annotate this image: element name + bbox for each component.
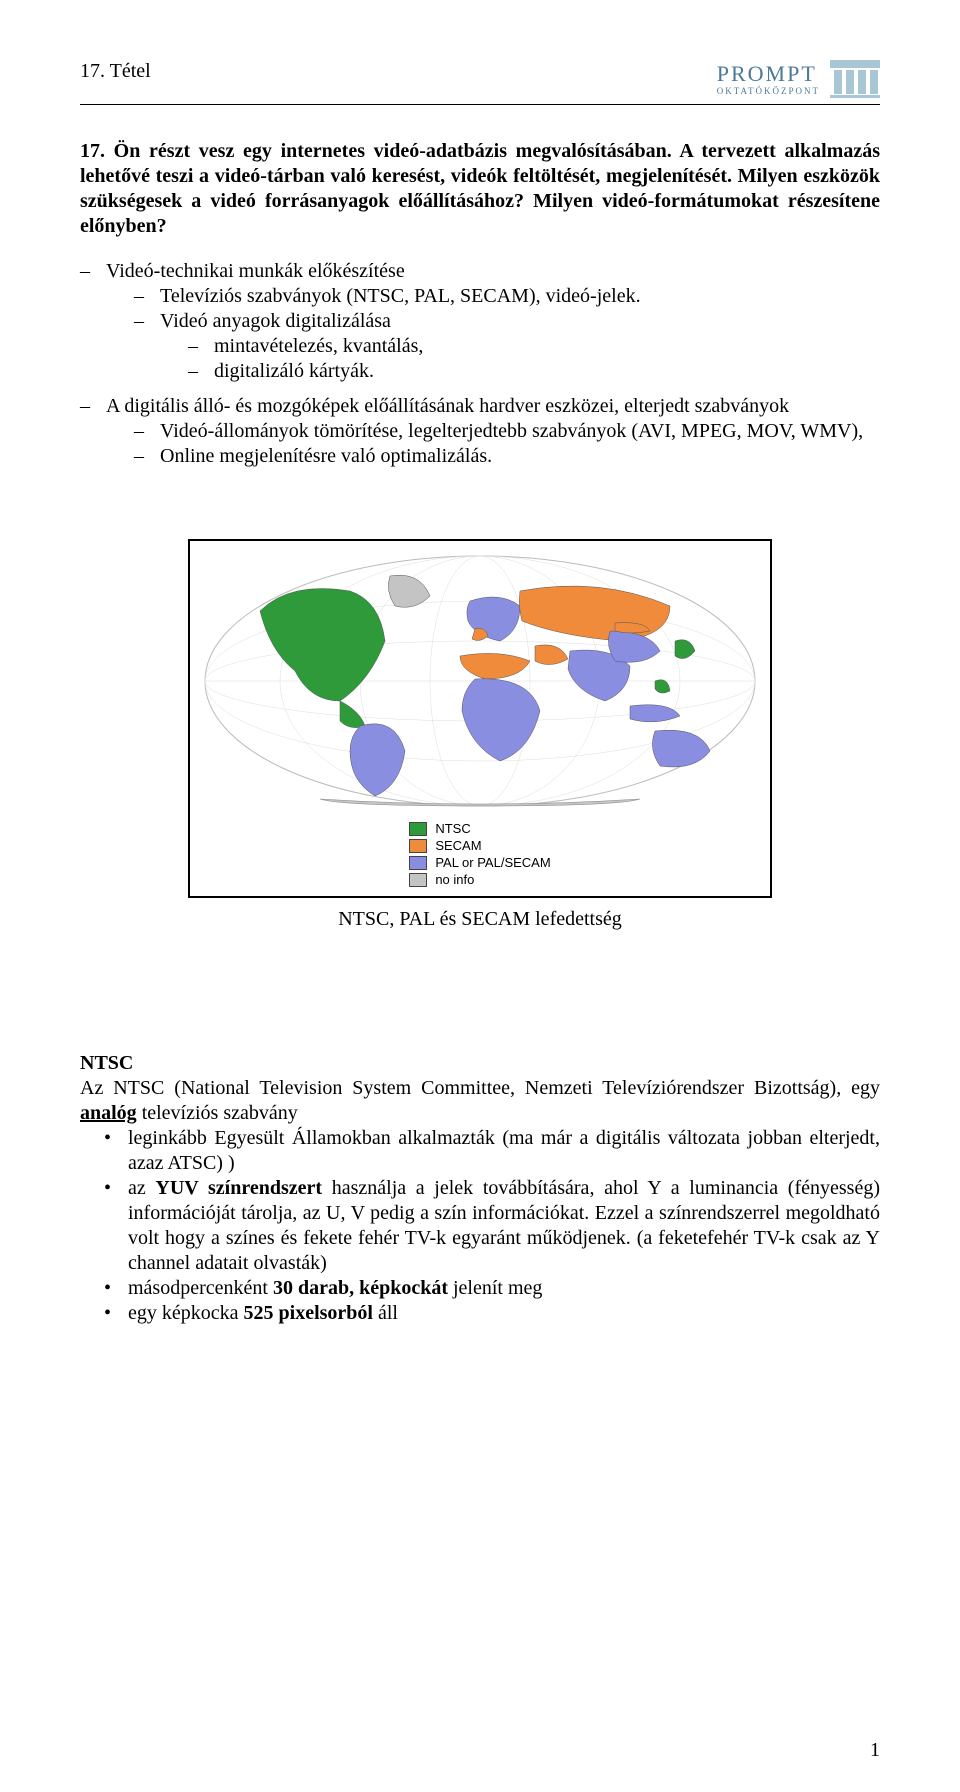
- header-title: 17. Tétel: [80, 60, 151, 83]
- outline-text: A digitális álló- és mozgóképek előállít…: [106, 395, 789, 417]
- page-header: 17. Tétel PROMPT OKTATÓKÖZPONT: [80, 60, 880, 105]
- bullet-item: másodpercenként 30 darab, képkockát jele…: [80, 1276, 880, 1301]
- task-heading: 17. Ön részt vesz egy internetes videó-a…: [80, 139, 880, 239]
- bullet-post: áll: [373, 1302, 398, 1324]
- outline-item: A digitális álló- és mozgóképek előállít…: [80, 394, 880, 469]
- legend-item: SECAM: [409, 838, 550, 853]
- bullet-item: egy képkocka 525 pixelsorból áll: [80, 1301, 880, 1326]
- outline-item: Online megjelenítésre való optimalizálás…: [134, 444, 880, 469]
- outline-item: mintavételezés, kvantálás,: [188, 334, 880, 359]
- figure-block: NTSC SECAM PAL or PAL/SECAM no info: [80, 539, 880, 931]
- bullet-pre: másodpercenként: [128, 1277, 273, 1299]
- outline-item: Videó-állományok tömörítése, legelterjed…: [134, 419, 880, 444]
- legend-swatch: [409, 856, 427, 870]
- pillars-icon: [830, 60, 880, 98]
- bullet-text: leginkább Egyesült Államokban alkalmaztá…: [128, 1127, 880, 1174]
- ntsc-bullets: leginkább Egyesült Államokban alkalmaztá…: [80, 1126, 880, 1326]
- ntsc-intro: Az NTSC (National Television System Comm…: [80, 1076, 880, 1126]
- outline-item: Televíziós szabványok (NTSC, PAL, SECAM)…: [134, 284, 880, 309]
- legend-label: PAL or PAL/SECAM: [435, 855, 550, 870]
- bullet-pre: egy képkocka: [128, 1302, 244, 1324]
- legend-item: NTSC: [409, 821, 550, 836]
- legend-item: no info: [409, 872, 550, 887]
- brand-text: PROMPT OKTATÓKÖZPONT: [717, 63, 820, 96]
- outline-text: mintavételezés, kvantálás,: [214, 335, 423, 357]
- bullet-item: leginkább Egyesült Államokban alkalmaztá…: [80, 1126, 880, 1176]
- brand-sub: OKTATÓKÖZPONT: [717, 87, 820, 96]
- outline-text: Videó-állományok tömörítése, legelterjed…: [160, 420, 863, 442]
- ntsc-section: NTSC Az NTSC (National Television System…: [80, 1051, 880, 1326]
- outline-text: Videó-technikai munkák előkészítése: [106, 260, 405, 282]
- legend-item: PAL or PAL/SECAM: [409, 855, 550, 870]
- ntsc-intro-ub: analóg: [80, 1102, 137, 1124]
- ntsc-heading: NTSC: [80, 1051, 880, 1076]
- figure-frame: NTSC SECAM PAL or PAL/SECAM no info: [188, 539, 772, 898]
- legend-label: no info: [435, 872, 474, 887]
- brand-main: PROMPT: [717, 63, 817, 85]
- legend-label: NTSC: [435, 821, 470, 836]
- outline-text: digitalizáló kártyák.: [214, 360, 374, 382]
- outline-list: Videó-technikai munkák előkészítése Tele…: [80, 259, 880, 469]
- outline-item: Videó-technikai munkák előkészítése Tele…: [80, 259, 880, 384]
- ntsc-intro-pre: Az NTSC (National Television System Comm…: [80, 1077, 880, 1099]
- outline-item: Videó anyagok digitalizálása mintavétele…: [134, 309, 880, 384]
- ntsc-intro-post: televíziós szabvány: [137, 1102, 298, 1124]
- bullet-item: az YUV színrendszert használja a jelek t…: [80, 1176, 880, 1276]
- bullet-bold: 525 pixelsorból: [244, 1302, 373, 1324]
- figure-caption: NTSC, PAL és SECAM lefedettség: [80, 908, 880, 931]
- outline-item: digitalizáló kártyák.: [188, 359, 880, 384]
- map-legend: NTSC SECAM PAL or PAL/SECAM no info: [409, 819, 550, 889]
- legend-label: SECAM: [435, 838, 481, 853]
- outline-text: Online megjelenítésre való optimalizálás…: [160, 445, 492, 467]
- bullet-pre: az: [128, 1177, 155, 1199]
- bullet-bold: 30 darab, képkockát: [273, 1277, 448, 1299]
- bullet-bold: YUV színrendszert: [155, 1177, 322, 1199]
- outline-text: Videó anyagok digitalizálása: [160, 310, 391, 332]
- legend-swatch: [409, 822, 427, 836]
- legend-swatch: [409, 873, 427, 887]
- bullet-post: jelenít meg: [448, 1277, 542, 1299]
- brand-block: PROMPT OKTATÓKÖZPONT: [717, 60, 880, 98]
- legend-swatch: [409, 839, 427, 853]
- world-map: NTSC SECAM PAL or PAL/SECAM no info: [190, 541, 770, 896]
- outline-text: Televíziós szabványok (NTSC, PAL, SECAM)…: [160, 285, 641, 307]
- page-number: 1: [870, 1739, 880, 1762]
